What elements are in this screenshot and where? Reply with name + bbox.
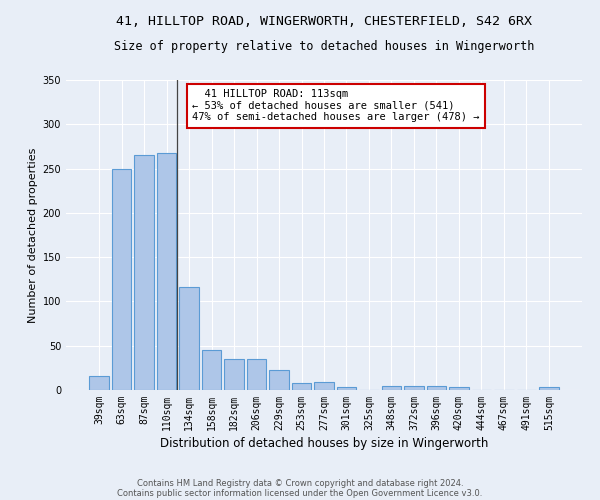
Bar — [179, 288, 199, 390]
Y-axis label: Number of detached properties: Number of detached properties — [28, 148, 38, 322]
X-axis label: Distribution of detached houses by size in Wingerworth: Distribution of detached houses by size … — [160, 437, 488, 450]
Bar — [382, 386, 401, 390]
Bar — [224, 359, 244, 390]
Text: Contains HM Land Registry data © Crown copyright and database right 2024.: Contains HM Land Registry data © Crown c… — [137, 478, 463, 488]
Bar — [112, 170, 131, 390]
Text: Contains public sector information licensed under the Open Government Licence v3: Contains public sector information licen… — [118, 488, 482, 498]
Text: Size of property relative to detached houses in Wingerworth: Size of property relative to detached ho… — [114, 40, 534, 53]
Bar — [247, 359, 266, 390]
Bar — [269, 370, 289, 390]
Bar — [427, 386, 446, 390]
Bar — [404, 386, 424, 390]
Text: 41, HILLTOP ROAD, WINGERWORTH, CHESTERFIELD, S42 6RX: 41, HILLTOP ROAD, WINGERWORTH, CHESTERFI… — [116, 15, 532, 28]
Bar — [314, 382, 334, 390]
Bar — [89, 376, 109, 390]
Bar — [539, 388, 559, 390]
Bar — [292, 383, 311, 390]
Bar — [134, 156, 154, 390]
Bar — [337, 388, 356, 390]
Bar — [449, 388, 469, 390]
Text: 41 HILLTOP ROAD: 113sqm
← 53% of detached houses are smaller (541)
47% of semi-d: 41 HILLTOP ROAD: 113sqm ← 53% of detache… — [193, 90, 480, 122]
Bar — [202, 350, 221, 390]
Bar — [157, 152, 176, 390]
